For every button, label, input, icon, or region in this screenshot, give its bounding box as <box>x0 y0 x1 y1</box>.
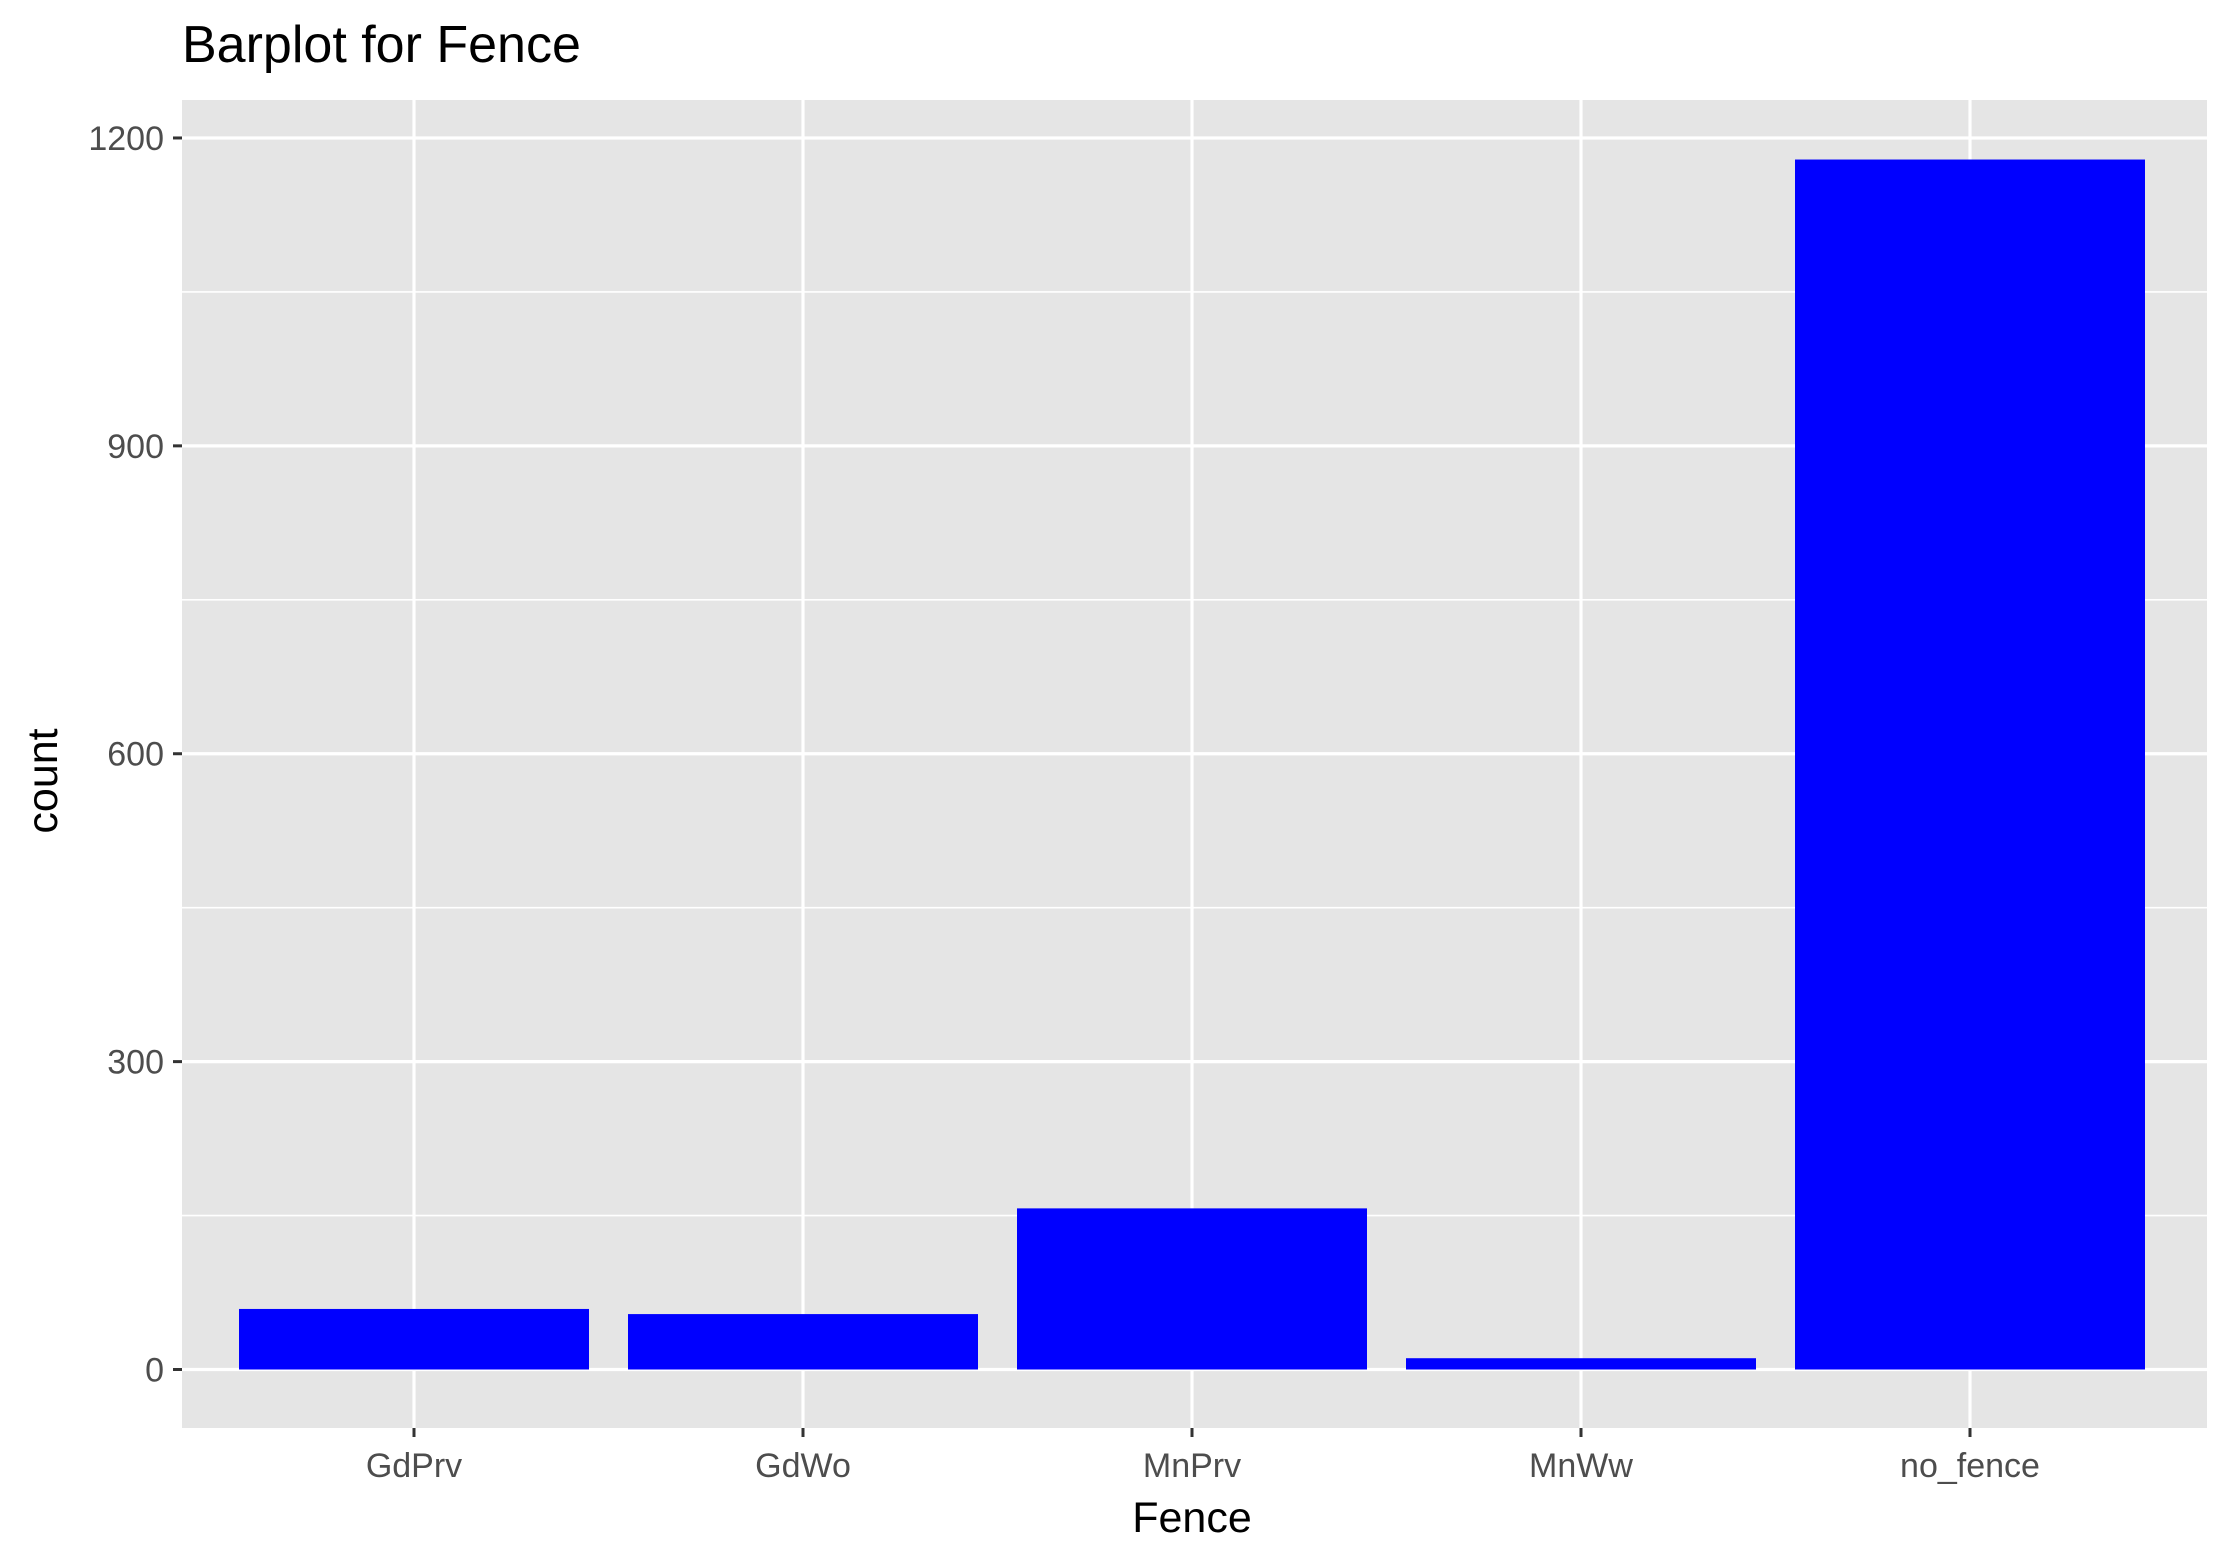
bar-gdprv <box>239 1308 589 1370</box>
x-tick-label: GdWo <box>755 1447 851 1485</box>
y-tick-label: 900 <box>107 428 164 466</box>
y-tick-label: 600 <box>107 736 164 774</box>
chart-title: Barplot for Fence <box>182 16 581 74</box>
bar-no-fence <box>1795 159 2145 1370</box>
bar-mnprv <box>1017 1208 1367 1370</box>
x-tick-label: no_fence <box>1900 1447 2040 1485</box>
x-axis-title: Fence <box>1132 1494 1252 1542</box>
x-tick-label: MnPrv <box>1143 1447 1241 1485</box>
y-axis: 0 300 600 900 1200 <box>88 120 182 1390</box>
y-tick-label: 1200 <box>88 120 164 158</box>
y-tick-label: 0 <box>145 1352 164 1390</box>
bar-gdwo <box>628 1314 978 1370</box>
bars <box>239 159 2145 1370</box>
bar-mnww <box>1406 1358 1756 1370</box>
x-axis: GdPrv GdWo MnPrv MnWw no_fence <box>366 1428 2040 1485</box>
x-tick-label: MnWw <box>1529 1447 1633 1485</box>
x-tick-label: GdPrv <box>366 1447 462 1485</box>
y-tick-label: 300 <box>107 1044 164 1082</box>
y-axis-title: count <box>19 728 67 833</box>
